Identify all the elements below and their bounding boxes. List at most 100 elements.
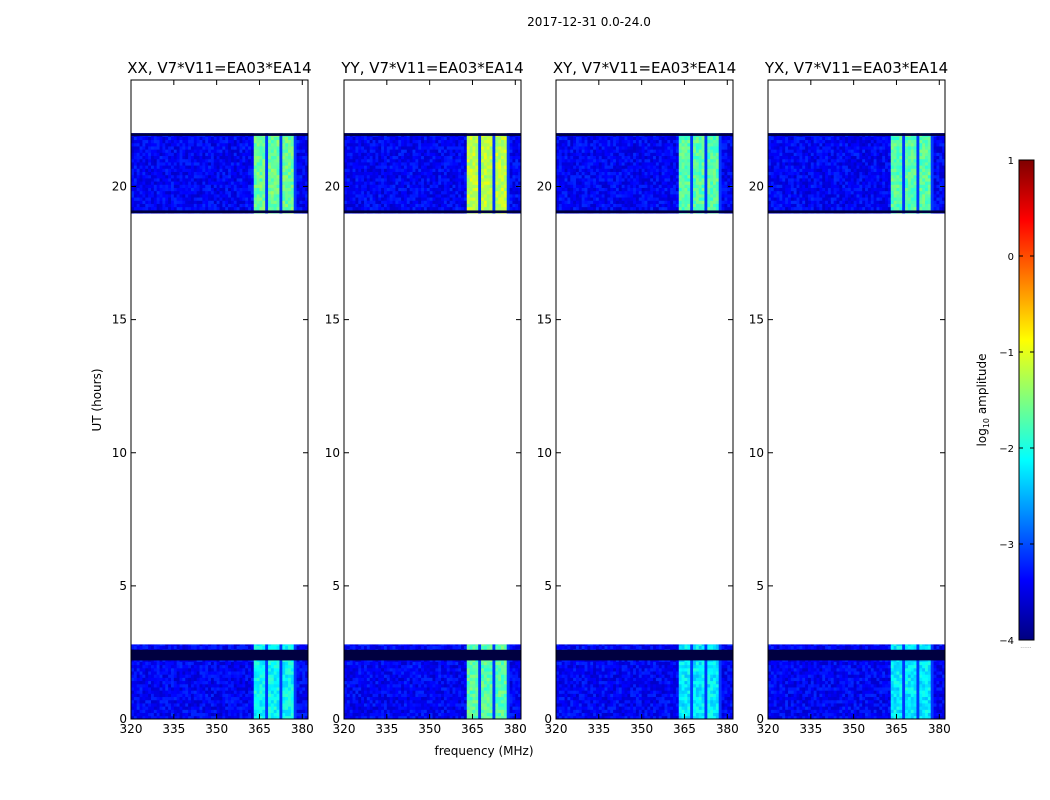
heatmap-cell: [256, 177, 260, 182]
heatmap-cell: [461, 709, 465, 714]
heatmap-cell: [481, 699, 485, 704]
heatmap-cell: [182, 680, 186, 685]
heatmap-cell: [253, 139, 258, 144]
heatmap-cell: [506, 645, 510, 650]
heatmap-cell: [150, 667, 155, 672]
heatmap-cell: [282, 706, 286, 710]
heatmap-cell: [239, 712, 243, 717]
heatmap-cell: [219, 177, 223, 182]
heatmap-cell: [458, 674, 462, 678]
heatmap-cell: [446, 712, 451, 717]
heatmap-cell: [236, 690, 240, 694]
heatmap-cell: [222, 190, 226, 195]
heatmap-cell: [282, 142, 286, 147]
heatmap-cell: [250, 667, 255, 672]
heatmap-cell: [256, 136, 260, 141]
heatmap-cell: [242, 674, 246, 678]
heatmap-cell: [259, 158, 263, 163]
heatmap-cell: [489, 687, 493, 691]
heatmap-cell: [156, 162, 160, 166]
heatmap-cell: [412, 664, 416, 669]
heatmap-cell: [498, 683, 502, 688]
heatmap-cell: [253, 158, 258, 163]
heatmap-cell: [273, 644, 277, 646]
heatmap-cell: [270, 139, 275, 144]
heatmap-cell: [489, 674, 493, 678]
heatmap-cell: [188, 146, 192, 150]
heatmap-cell: [363, 661, 368, 666]
heatmap-cell: [150, 699, 155, 704]
heatmap-cell: [185, 709, 189, 714]
heatmap-cell: [515, 671, 519, 675]
heatmap-cell: [199, 709, 203, 714]
heatmap-cell: [423, 680, 428, 685]
heatmap-cell: [153, 136, 158, 141]
heatmap-cell: [355, 696, 359, 701]
heatmap-cell: [429, 664, 433, 669]
heatmap-cell: [438, 680, 442, 685]
heatmap-cell: [503, 680, 508, 685]
heatmap-cell: [131, 187, 135, 192]
heatmap-cell: [282, 184, 286, 188]
heatmap-cell: [188, 696, 192, 701]
heatmap-cell: [372, 661, 376, 666]
heatmap-cell: [305, 139, 309, 144]
heatmap-cell: [131, 162, 135, 166]
heatmap-cell: [148, 165, 152, 169]
heatmap-cell: [162, 703, 166, 707]
heatmap-cell: [270, 206, 275, 211]
heatmap-cell: [150, 677, 155, 682]
heatmap-cell: [302, 712, 306, 717]
heatmap-cell: [349, 715, 353, 720]
heatmap-cell: [268, 136, 272, 141]
heatmap-cell: [182, 177, 186, 182]
heatmap-cell: [446, 203, 451, 208]
heatmap-cell: [233, 674, 238, 678]
heatmap-cell: [176, 706, 180, 710]
heatmap-cell: [168, 174, 172, 179]
heatmap-cell: [236, 687, 240, 691]
heatmap-cell: [208, 709, 212, 714]
heatmap-cell: [501, 687, 505, 691]
heatmap-cell: [352, 699, 356, 704]
heatmap-cell: [179, 171, 183, 176]
heatmap-cell: [173, 680, 178, 685]
heatmap-cell: [193, 674, 198, 678]
heatmap-cell: [486, 703, 490, 707]
heatmap-cell: [409, 193, 413, 198]
heatmap-cell: [239, 171, 243, 176]
heatmap-cell: [486, 693, 490, 698]
heatmap-cell: [245, 142, 249, 147]
heatmap-cell: [199, 136, 203, 141]
heatmap-cell: [225, 146, 229, 150]
heatmap-cell: [288, 158, 292, 163]
heatmap-cell: [173, 146, 178, 150]
heatmap-cell: [239, 671, 243, 675]
heatmap-cell: [185, 645, 189, 650]
heatmap-cell: [242, 687, 246, 691]
heatmap-cell: [518, 696, 522, 701]
heatmap-cell: [176, 149, 180, 153]
heatmap-cell: [145, 703, 149, 707]
heatmap-cell: [216, 171, 220, 176]
heatmap-cell: [486, 699, 490, 704]
heatmap-cell: [293, 661, 297, 666]
heatmap-cell: [253, 661, 258, 666]
heatmap-cell: [285, 203, 289, 208]
heatmap-cell: [142, 162, 146, 166]
heatmap-cell: [250, 661, 255, 666]
heatmap-cell: [188, 712, 192, 717]
heatmap-cell: [170, 190, 175, 195]
heatmap-cell: [406, 645, 411, 650]
heatmap-cell: [509, 699, 513, 704]
heatmap-cell: [375, 706, 379, 710]
heatmap-cell: [285, 168, 289, 172]
heatmap-cell: [245, 168, 249, 172]
heatmap-cell: [145, 184, 149, 188]
heatmap-cell: [256, 706, 260, 710]
heatmap-cell: [363, 683, 368, 688]
heatmap-cell: [375, 674, 379, 678]
heatmap-cell: [199, 664, 203, 669]
heatmap-cell: [475, 696, 479, 701]
heatmap-cell: [202, 712, 206, 717]
